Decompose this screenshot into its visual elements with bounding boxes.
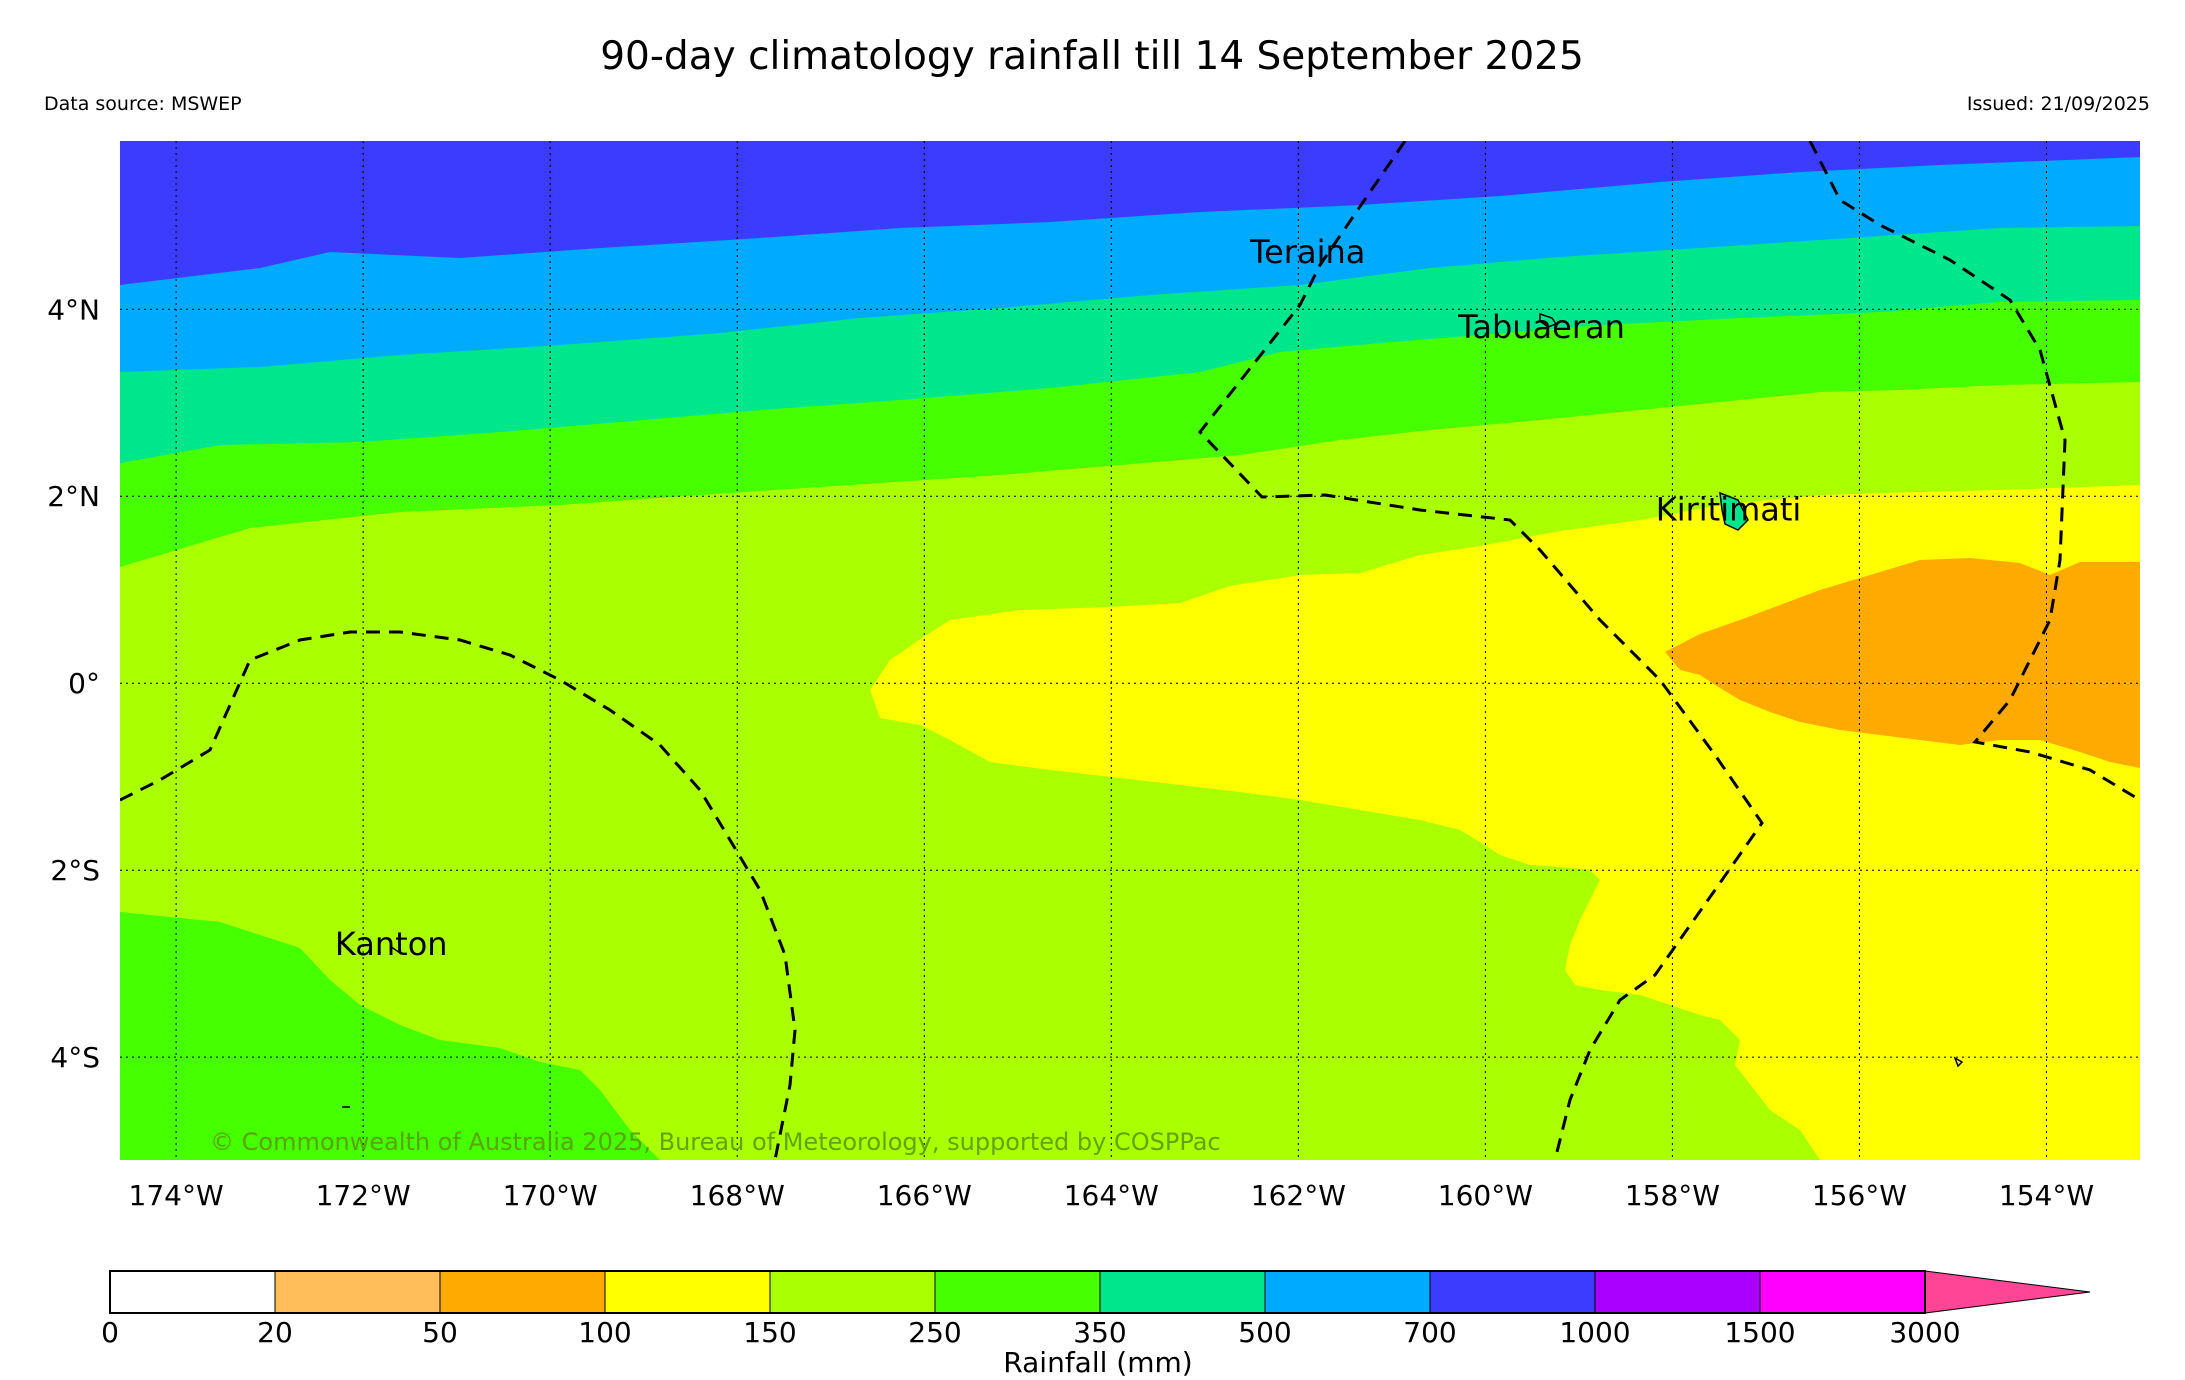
kiritimati-island [1719,491,1749,531]
colorbar-tick-label: 700 [1403,1316,1456,1349]
colorbar-swatch [1759,1270,1926,1314]
lon-tick-label: 162°W [1251,1179,1346,1212]
lon-tick-label: 174°W [129,1179,224,1212]
map-title: 90-day climatology rainfall till 14 Sept… [600,34,1584,79]
lon-tick-label: 156°W [1812,1179,1907,1212]
islands [342,312,1964,1108]
lat-tick-label: 4°S [50,1041,100,1074]
colorbar-label: Rainfall (mm) [1003,1346,1192,1379]
colorbar-swatch [1429,1270,1596,1314]
colorbar-tick-label: 250 [908,1316,961,1349]
lon-tick-label: 172°W [316,1179,411,1212]
eez-boundary-line-islands-east [1808,141,2140,802]
colorbar-swatch [934,1270,1101,1314]
map-gridlines [120,141,2140,1160]
islet-south-east [1953,1056,1964,1068]
rain-band-250-350-south [120,912,660,1160]
colorbar-tick-label: 350 [1073,1316,1126,1349]
colorbar-swatch [769,1270,936,1314]
lat-tick-label: 4°N [47,293,100,326]
place-label: Teraina [1249,233,1365,271]
latitude-tick-labels: 4°N 2°N 0° 2°S 4°S [47,293,100,1074]
longitude-tick-labels: 174°W 172°W 170°W 168°W 166°W 164°W 162°W 160°W… [129,1179,2095,1212]
lon-tick-label: 160°W [1438,1179,1533,1212]
lon-tick-label: 154°W [1999,1179,2094,1212]
lat-tick-label: 0° [68,667,100,700]
lon-tick-label: 166°W [877,1179,972,1212]
colorbar-swatch [1264,1270,1431,1314]
colorbar-tick-label: 0 [101,1316,119,1349]
colorbar-tick-label: 150 [743,1316,796,1349]
colorbar-tick-label: 20 [257,1316,293,1349]
colorbar-tick-label: 50 [422,1316,458,1349]
data-source-label: Data source: MSWEP [44,93,242,115]
lon-tick-label: 168°W [690,1179,785,1212]
colorbar-outline [109,1270,1926,1314]
colorbar-swatch [109,1270,276,1314]
rainfall-map: Teraina Tabuaeran Kiritimati Kanton © Commo… [120,141,2140,1160]
colorbar-swatch [1099,1270,1266,1314]
place-label: Kiritimati [1656,490,1802,528]
lon-tick-label: 164°W [1064,1179,1159,1212]
colorbar-swatch [1594,1270,1761,1314]
colorbar-tick-label: 1500 [1724,1316,1795,1349]
issued-date: Issued: 21/09/2025 [1967,93,2150,115]
copyright-notice: © Commonwealth of Australia 2025, Bureau… [210,1128,1221,1156]
lat-tick-label: 2°S [50,854,100,887]
place-label: Tabuaeran [1457,308,1625,346]
colorbar-extend-arrow [1924,1270,2091,1314]
kanton-island [389,945,401,954]
colorbar-tick-label: 100 [578,1316,631,1349]
colorbar-swatch [274,1270,441,1314]
lat-tick-label: 2°N [47,480,100,513]
lon-tick-label: 158°W [1625,1179,1720,1212]
lon-tick-label: 170°W [503,1179,598,1212]
tabuaeran-island [1539,312,1558,328]
rain-band-50-100 [1665,558,2140,768]
colorbar: 0 20 50 100 150 250 350 500 700 1000 1500 3000 [101,1270,2091,1349]
colorbar-tick-label: 500 [1238,1316,1291,1349]
eez-boundary-line-islands [1198,141,1764,1160]
place-labels: Teraina Tabuaeran Kiritimati Kanton [335,233,1801,963]
colorbar-swatch [439,1270,606,1314]
colorbar-tick-label: 1000 [1559,1316,1630,1349]
colorbar-tick-label: 3000 [1889,1316,1960,1349]
colorbar-swatch [604,1270,771,1314]
place-label: Kanton [335,925,448,963]
eez-boundaries [120,141,2140,1160]
